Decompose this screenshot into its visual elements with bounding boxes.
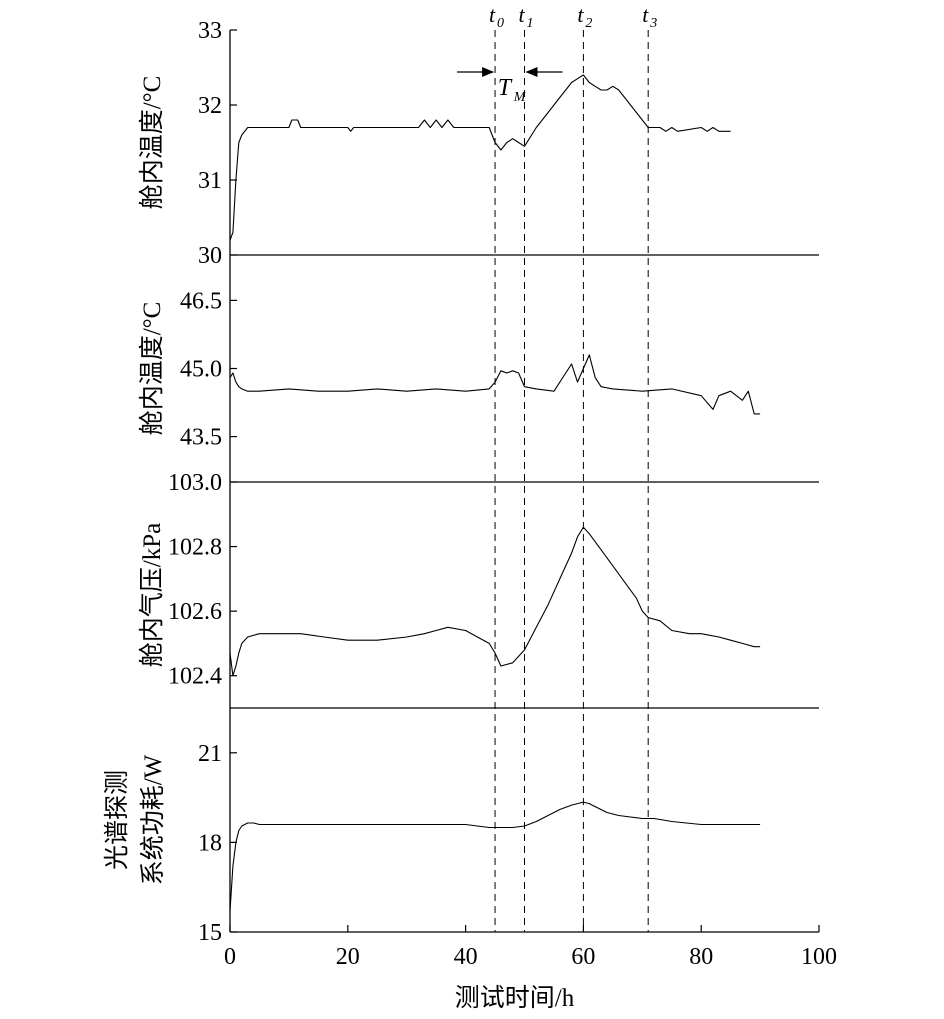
annotation-label-subscript: M bbox=[513, 90, 527, 105]
y-tick-label: 21 bbox=[198, 741, 222, 767]
series-line bbox=[229, 74, 731, 241]
series-line bbox=[229, 354, 761, 415]
x-tick-label: 60 bbox=[571, 944, 595, 970]
y-tick-label: 15 bbox=[198, 920, 222, 946]
y-axis-label: 系统功耗/W bbox=[139, 754, 167, 885]
y-tick-label: 102.6 bbox=[168, 599, 222, 625]
y-tick-label: 103.0 bbox=[168, 470, 222, 496]
event-label-subscript: 0 bbox=[497, 16, 504, 31]
event-label: t bbox=[489, 2, 496, 27]
x-tick-label: 0 bbox=[224, 944, 236, 970]
x-tick-label: 80 bbox=[689, 944, 713, 970]
event-label-subscript: 3 bbox=[649, 16, 657, 31]
annotation-arrow-right-head bbox=[525, 67, 538, 77]
x-axis-label: 测试时间/h bbox=[455, 984, 575, 1012]
y-tick-label: 43.5 bbox=[180, 425, 222, 451]
y-tick-label: 32 bbox=[198, 93, 222, 119]
y-tick-label: 45.0 bbox=[180, 357, 222, 383]
x-tick-label: 40 bbox=[454, 944, 478, 970]
x-tick-label: 20 bbox=[336, 944, 360, 970]
y-tick-label: 33 bbox=[198, 18, 222, 44]
y-tick-label: 31 bbox=[198, 168, 222, 194]
event-label: t bbox=[519, 2, 526, 27]
y-axis-label: 舱内气压/kPa bbox=[138, 523, 166, 667]
series-line bbox=[229, 801, 761, 912]
x-tick-label: 100 bbox=[801, 944, 837, 970]
y-axis-label: 舱内温度/°C bbox=[138, 76, 166, 210]
event-label: t bbox=[642, 2, 649, 27]
event-label: t bbox=[577, 2, 584, 27]
y-tick-label: 102.8 bbox=[168, 535, 222, 561]
series-line bbox=[229, 526, 761, 677]
y-axis-label: 光谱探测 bbox=[103, 770, 131, 870]
annotation-label: T bbox=[498, 75, 513, 101]
event-label-subscript: 1 bbox=[527, 16, 534, 31]
y-tick-label: 18 bbox=[198, 830, 222, 856]
annotation-arrow-left-head bbox=[482, 67, 495, 77]
y-tick-label: 30 bbox=[198, 243, 222, 269]
y-tick-label: 102.4 bbox=[168, 664, 222, 690]
y-tick-label: 46.5 bbox=[180, 288, 222, 314]
event-label-subscript: 2 bbox=[585, 16, 592, 31]
y-axis-label: 舱内温度/°C bbox=[138, 302, 166, 436]
